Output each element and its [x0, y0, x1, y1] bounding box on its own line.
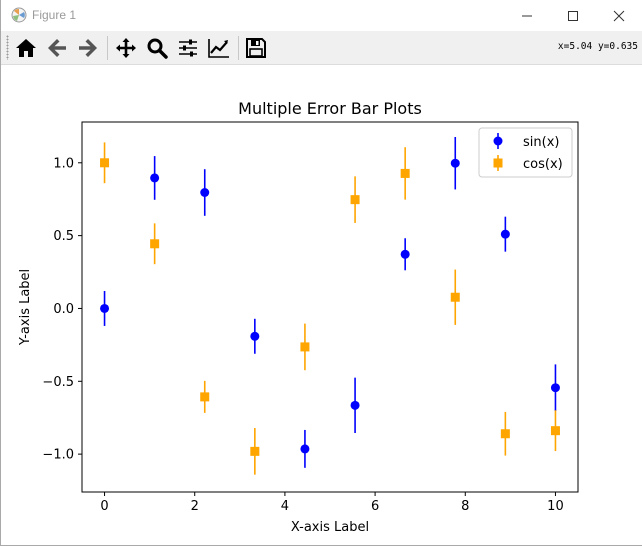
data-point	[150, 173, 160, 183]
pan-icon	[116, 38, 136, 58]
maximize-icon	[568, 10, 578, 21]
x-axis-label: X-axis Label	[291, 520, 369, 535]
data-point	[200, 392, 210, 402]
minimize-icon	[522, 15, 532, 16]
back-arrow-icon	[48, 39, 66, 57]
x-axis-ticks: 0 2 4 6 8 10	[100, 492, 564, 514]
data-point	[450, 158, 460, 168]
edit-axis-button[interactable]	[206, 35, 232, 61]
data-point	[550, 426, 560, 436]
configure-subplots-icon	[179, 39, 197, 57]
x-tick-label: 4	[281, 499, 289, 514]
data-point	[550, 383, 560, 393]
axes-frame	[81, 121, 579, 493]
data-point	[250, 331, 260, 341]
save-icon	[246, 38, 266, 58]
x-tick-label: 0	[100, 499, 108, 514]
x-tick-label: 2	[191, 499, 199, 514]
cursor-coordinates: x=5.04 y=0.635	[557, 41, 638, 52]
y-tick-label: 0.0	[53, 302, 74, 317]
data-point	[300, 342, 310, 352]
data-point	[400, 168, 410, 178]
forward-arrow-icon	[79, 39, 97, 57]
y-tick-label: 1.0	[53, 156, 74, 171]
data-point	[350, 195, 360, 205]
data-point	[250, 446, 260, 456]
close-icon	[613, 10, 625, 21]
legend-swatch-marker	[493, 136, 503, 146]
home-icon	[16, 39, 36, 57]
save-button[interactable]	[243, 35, 269, 61]
title-bar: Figure 1	[1, 0, 642, 31]
y-tick-label: 0.5	[53, 229, 74, 244]
series-sin	[100, 137, 560, 468]
zoom-icon	[147, 38, 168, 59]
data-point	[350, 400, 360, 410]
home-button[interactable]	[13, 35, 39, 61]
series-cos	[100, 142, 560, 475]
minimize-button[interactable]	[504, 0, 550, 31]
data-point	[500, 229, 510, 239]
data-point	[100, 303, 110, 313]
data-point	[300, 444, 310, 454]
back-button[interactable]	[44, 35, 70, 61]
y-tick-label: −0.5	[42, 375, 74, 390]
legend-swatch-marker	[493, 158, 503, 168]
legend-label: sin(x)	[523, 135, 559, 150]
zoom-button[interactable]	[144, 35, 170, 61]
configure-subplots-button[interactable]	[175, 35, 201, 61]
data-point	[150, 239, 160, 249]
x-tick-label: 6	[371, 499, 379, 514]
close-button[interactable]	[596, 0, 642, 31]
y-axis-label: Y-axis Label	[18, 269, 33, 346]
legend-label: cos(x)	[523, 157, 563, 172]
data-point	[400, 249, 410, 259]
chart-title: Multiple Error Bar Plots	[238, 99, 422, 118]
matplotlib-logo-icon	[11, 7, 27, 23]
legend: sin(x) cos(x)	[478, 127, 573, 178]
toolbar-separator	[107, 36, 108, 60]
y-tick-label: −1.0	[42, 448, 74, 463]
data-point	[500, 429, 510, 439]
y-axis-ticks: −1.0 −0.5 0.0 0.5 1.0	[42, 156, 82, 463]
x-tick-label: 8	[461, 499, 469, 514]
data-point	[100, 158, 110, 168]
x-tick-label: 10	[547, 499, 564, 514]
maximize-button[interactable]	[550, 0, 596, 31]
window-title: Figure 1	[32, 8, 77, 22]
edit-axis-icon	[208, 39, 229, 58]
pan-button[interactable]	[113, 35, 139, 61]
data-point	[200, 188, 210, 198]
plot-marks	[100, 137, 560, 475]
data-point	[450, 292, 460, 302]
navigation-toolbar	[1, 31, 642, 65]
forward-button[interactable]	[75, 35, 101, 61]
toolbar-separator	[238, 36, 239, 60]
toolbar-grip[interactable]	[6, 35, 9, 60]
